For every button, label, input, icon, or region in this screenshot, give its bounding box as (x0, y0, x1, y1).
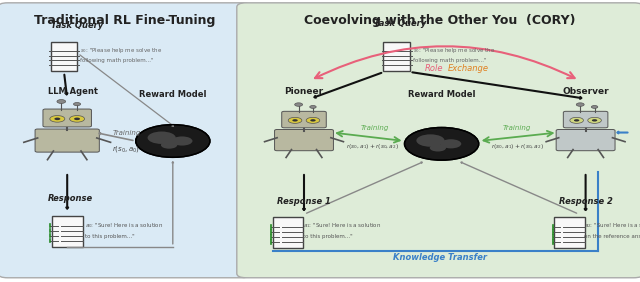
Text: Exchange: Exchange (448, 64, 489, 73)
Circle shape (54, 118, 60, 120)
FancyBboxPatch shape (51, 42, 77, 70)
Text: following math problem...": following math problem..." (80, 58, 154, 63)
Circle shape (310, 119, 316, 122)
Text: Pioneer: Pioneer (284, 87, 324, 96)
Text: $r(s_0,a_1)+r(s_0,a_2)$: $r(s_0,a_1)+r(s_0,a_2)$ (346, 142, 399, 151)
FancyBboxPatch shape (275, 129, 333, 151)
Text: Training: Training (503, 125, 531, 131)
FancyBboxPatch shape (0, 3, 251, 278)
Circle shape (288, 117, 302, 123)
Text: $r(s_0,a_1)+r(s_0,a_2)$: $r(s_0,a_1)+r(s_0,a_2)$ (490, 142, 544, 151)
Text: Knowledge Transfer: Knowledge Transfer (394, 253, 487, 262)
FancyBboxPatch shape (563, 111, 608, 128)
Text: $a_0$: "Sure! Here is a solution: $a_0$: "Sure! Here is a solution (85, 221, 163, 230)
FancyBboxPatch shape (35, 129, 99, 152)
Circle shape (440, 139, 461, 148)
Circle shape (591, 105, 598, 108)
Circle shape (306, 117, 320, 123)
FancyBboxPatch shape (52, 216, 83, 247)
Circle shape (310, 105, 316, 108)
Circle shape (592, 119, 597, 122)
Text: $a_1$: "Sure! Here is a solution: $a_1$: "Sure! Here is a solution (303, 221, 381, 230)
Text: Training: Training (112, 129, 141, 136)
Circle shape (570, 117, 584, 123)
Text: Response 1: Response 1 (277, 197, 331, 206)
Text: Reward Model: Reward Model (408, 90, 476, 99)
Text: $a_2$: "Sure! Here is a solution based: $a_2$: "Sure! Here is a solution based (584, 221, 640, 230)
Text: Traditional RL Fine-Tuning: Traditional RL Fine-Tuning (34, 14, 215, 27)
FancyBboxPatch shape (273, 217, 303, 248)
Circle shape (294, 103, 303, 106)
Circle shape (148, 131, 176, 144)
Text: to this problem...": to this problem..." (303, 233, 353, 239)
Circle shape (50, 116, 65, 122)
Circle shape (429, 144, 446, 151)
Text: Response 2: Response 2 (559, 197, 612, 206)
Text: LLM Agent: LLM Agent (48, 87, 98, 96)
Text: Coevolving with the Other You  (CORY): Coevolving with the Other You (CORY) (304, 14, 576, 27)
Circle shape (292, 119, 298, 122)
Text: Task Query: Task Query (51, 21, 104, 30)
Circle shape (161, 142, 177, 149)
Circle shape (74, 118, 80, 120)
Text: Reward Model: Reward Model (139, 90, 207, 99)
Text: Response: Response (48, 194, 93, 203)
FancyBboxPatch shape (556, 129, 615, 151)
Text: Role: Role (425, 64, 444, 73)
Circle shape (172, 136, 193, 146)
Circle shape (74, 103, 81, 106)
Text: following math problem...": following math problem..." (413, 58, 486, 63)
Text: $s_0$: "Please help me solve the: $s_0$: "Please help me solve the (413, 46, 495, 55)
Text: Training: Training (360, 125, 388, 131)
FancyBboxPatch shape (43, 109, 92, 127)
FancyBboxPatch shape (237, 3, 640, 278)
FancyBboxPatch shape (383, 42, 410, 70)
Circle shape (417, 134, 445, 147)
FancyBboxPatch shape (554, 217, 585, 248)
Text: on the reference answer...": on the reference answer..." (584, 233, 640, 239)
Text: $r(s_0, a_0)$: $r(s_0, a_0)$ (113, 144, 140, 155)
Circle shape (136, 125, 210, 157)
Text: to this problem...": to this problem..." (85, 234, 135, 239)
Circle shape (70, 116, 84, 122)
Circle shape (588, 117, 602, 123)
Circle shape (574, 119, 579, 122)
FancyBboxPatch shape (282, 111, 326, 128)
Text: Observer: Observer (563, 87, 609, 96)
Circle shape (576, 103, 584, 106)
Text: $s_0$: "Please help me solve the: $s_0$: "Please help me solve the (80, 46, 162, 55)
Circle shape (404, 127, 479, 160)
Circle shape (57, 100, 66, 103)
Text: Task Query: Task Query (374, 19, 427, 28)
